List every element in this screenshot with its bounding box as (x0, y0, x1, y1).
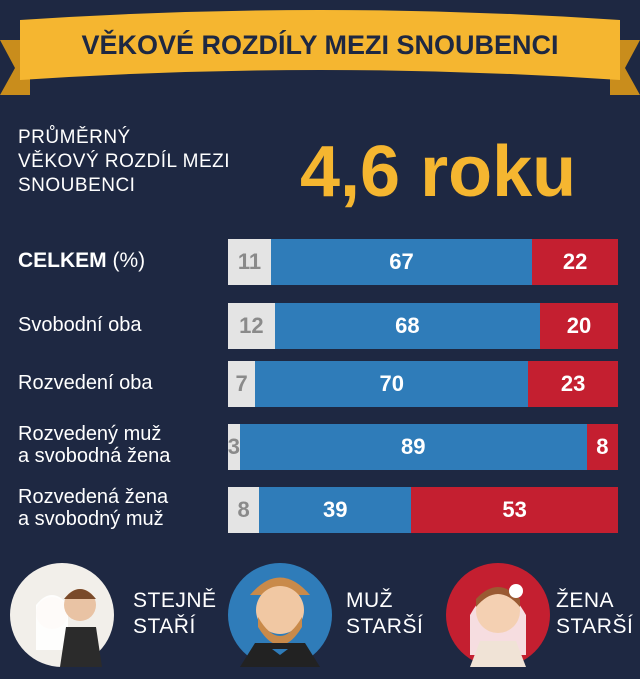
value-label: 53 (502, 497, 527, 522)
bar-segment: 11 (228, 239, 271, 285)
legend-entry: ŽENA STARŠÍ (556, 589, 634, 638)
legend-entry: MUŽ STARŠÍ (346, 589, 424, 638)
bar-segment: 22 (532, 239, 618, 285)
value-label: 23 (560, 371, 586, 396)
title: VĚKOVÉ ROZDÍLY MEZI SNOUBENCI (81, 29, 558, 60)
bar-segment: 23 (528, 361, 618, 407)
value-label: 22 (562, 249, 588, 274)
category-label: Rozvedený muž a svobodná žena (18, 423, 171, 467)
bar-segment: 89 (239, 424, 587, 470)
category-label: Svobodní oba (18, 314, 142, 336)
unit-label: (%) (112, 249, 146, 272)
value-label: 70 (379, 371, 405, 396)
bar-segment: 67 (270, 239, 533, 285)
value-label: 8 (596, 434, 609, 459)
headline: 4,6 roku (300, 132, 577, 212)
bar-segment: 3 (228, 424, 240, 470)
value-label: 89 (400, 434, 426, 459)
value-label: 68 (395, 313, 420, 338)
value-label: 12 (239, 313, 264, 338)
title-ribbon: VĚKOVÉ ROZDÍLY MEZI SNOUBENCI (0, 10, 640, 95)
value-label: 11 (237, 249, 262, 274)
value-label: 20 (566, 313, 592, 338)
category-label: CELKEM (%) (18, 250, 223, 272)
value-label: 7 (235, 371, 248, 396)
value-label: 39 (322, 497, 348, 522)
bar-segment: 20 (540, 303, 618, 349)
value-label: 3 (227, 434, 240, 459)
value-label: 67 (389, 249, 414, 274)
bar-segment: 53 (411, 487, 618, 533)
bar-segment: 7 (228, 361, 256, 407)
bar-segment: 68 (274, 303, 540, 349)
bar-segment: 70 (255, 361, 529, 407)
subtitle: PRŮMĚRNÝ VĚKOVÝ ROZDÍL MEZI SNOUBENCI (18, 127, 231, 196)
bar-segment: 8 (228, 487, 260, 533)
category-label: Rozvedená žena a svobodný muž (18, 486, 169, 530)
legend-icons (10, 563, 550, 667)
legend-entry: STEJNĚ STAŘÍ (133, 589, 217, 638)
bar-segment: 8 (586, 424, 618, 470)
category-label: CELKEM (18, 249, 107, 272)
value-label: 8 (237, 497, 250, 522)
category-label: Rozvedení oba (18, 372, 153, 394)
bar-segment: 12 (228, 303, 275, 349)
bar-segment: 39 (259, 487, 412, 533)
